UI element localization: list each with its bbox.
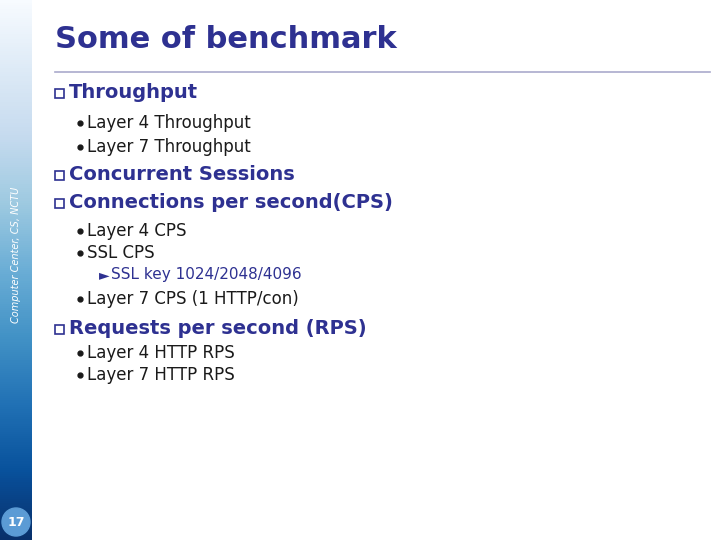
Text: Layer 4 CPS: Layer 4 CPS — [87, 222, 186, 240]
Text: Layer 7 Throughput: Layer 7 Throughput — [87, 138, 251, 156]
Text: 17: 17 — [7, 516, 24, 529]
Bar — [55, 171, 64, 179]
Bar — [55, 89, 64, 98]
Bar — [55, 325, 64, 334]
Bar — [55, 199, 64, 207]
Text: ►: ► — [99, 268, 109, 282]
Text: Connections per second(CPS): Connections per second(CPS) — [69, 193, 393, 213]
Text: Computer Center, CS, NCTU: Computer Center, CS, NCTU — [11, 187, 21, 323]
Text: Layer 4 HTTP RPS: Layer 4 HTTP RPS — [87, 344, 235, 362]
Text: Some of benchmark: Some of benchmark — [55, 25, 397, 55]
Text: Requests per second (RPS): Requests per second (RPS) — [69, 320, 366, 339]
Circle shape — [2, 508, 30, 536]
Text: Layer 7 HTTP RPS: Layer 7 HTTP RPS — [87, 366, 235, 384]
Text: Concurrent Sessions: Concurrent Sessions — [69, 165, 294, 185]
Text: Layer 7 CPS (1 HTTP/con): Layer 7 CPS (1 HTTP/con) — [87, 290, 299, 308]
Text: SSL key 1024/2048/4096: SSL key 1024/2048/4096 — [111, 267, 302, 282]
Text: Layer 4 Throughput: Layer 4 Throughput — [87, 114, 251, 132]
Text: SSL CPS: SSL CPS — [87, 244, 155, 262]
Text: Throughput: Throughput — [69, 84, 198, 103]
